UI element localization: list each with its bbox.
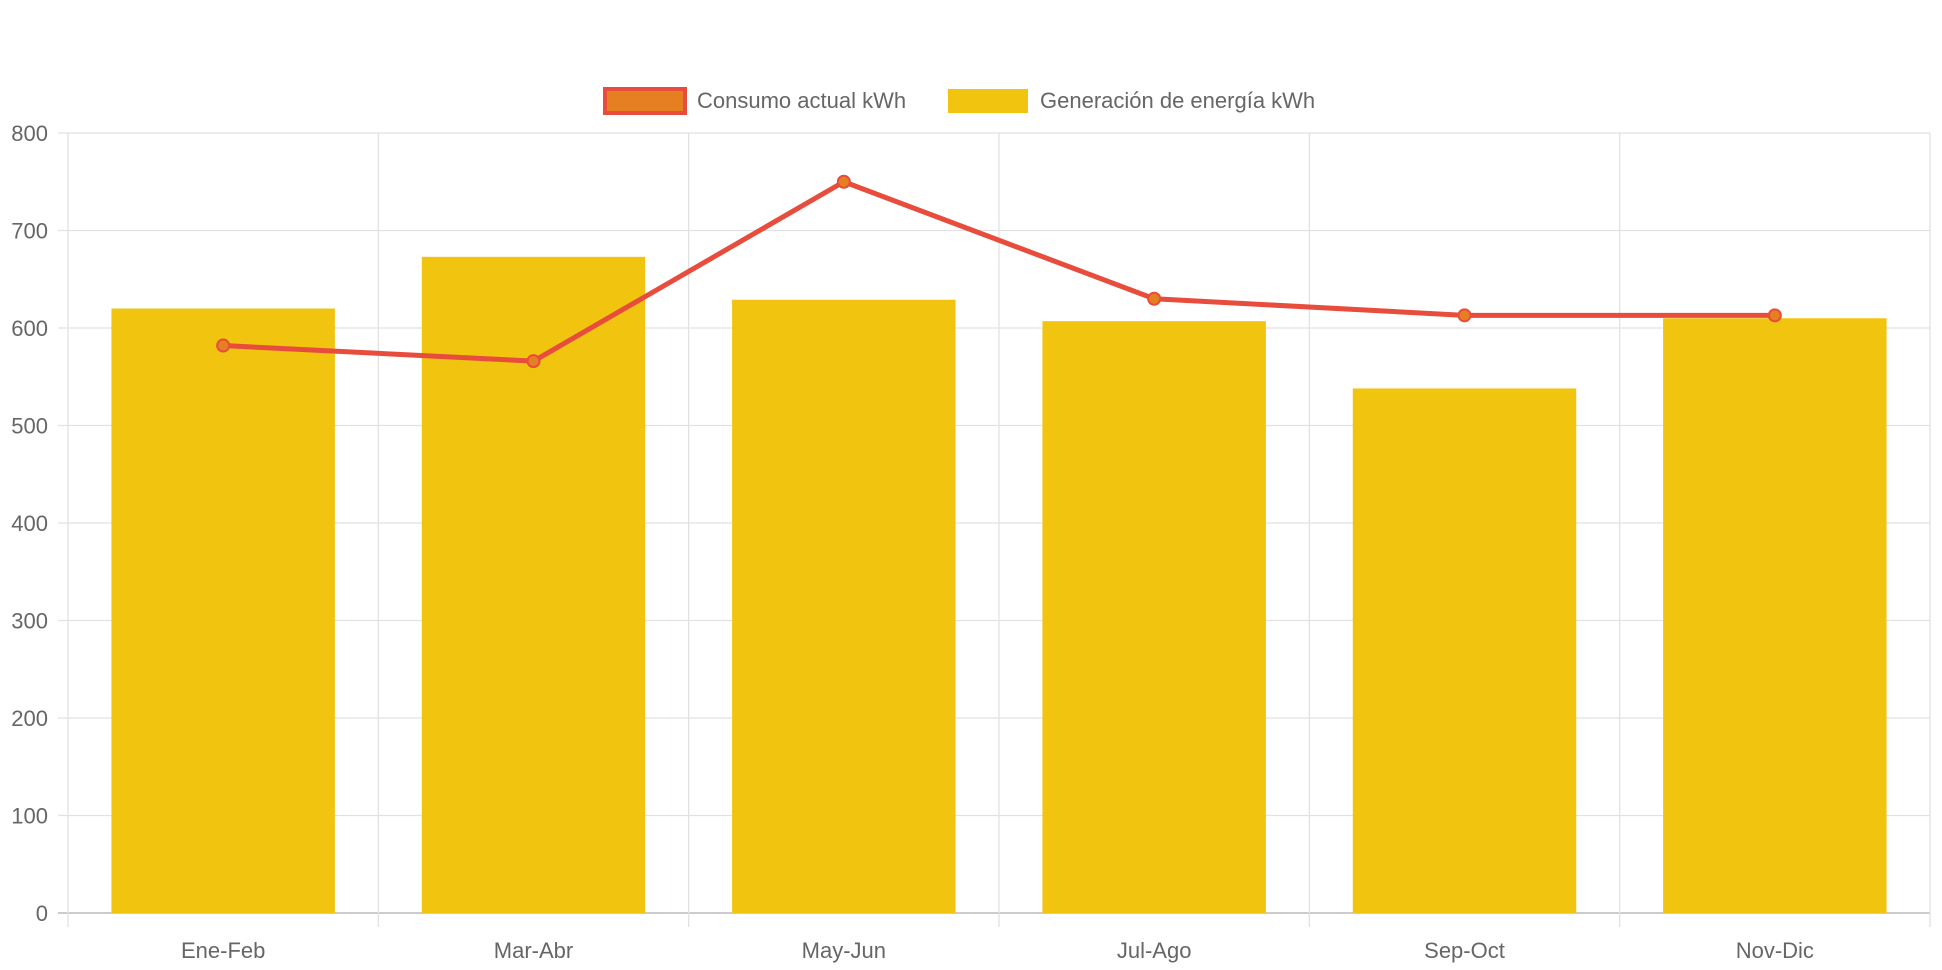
bars — [111, 256, 1887, 914]
bar-generacion — [111, 308, 335, 913]
x-axis: Ene-Feb Mar-Abr May-Jun Jul-Ago Sep-Oct Nov-D… — [181, 938, 1814, 963]
y-tick-label: 500 — [11, 414, 48, 439]
point-consumo — [1767, 308, 1782, 323]
legend-swatch-generacion — [948, 89, 1028, 113]
y-tick-label: 100 — [11, 804, 48, 829]
point-consumo — [1147, 291, 1162, 306]
y-tick-label: 300 — [11, 609, 48, 634]
y-axis: 0 100 200 300 400 500 600 700 800 — [11, 121, 48, 926]
line-consumo — [223, 179, 1775, 364]
x-tick-label: Nov-Dic — [1736, 938, 1814, 963]
line-series — [216, 174, 1782, 369]
x-tick-label: May-Jun — [802, 938, 886, 963]
y-tick-label: 700 — [11, 219, 48, 244]
point-consumo — [836, 174, 851, 189]
y-tick-label: 800 — [11, 121, 48, 146]
point-consumo — [526, 354, 541, 369]
x-tick-label: Sep-Oct — [1424, 938, 1505, 963]
bar-generacion — [1663, 318, 1887, 913]
legend-item-consumo[interactable]: Consumo actual kWh — [603, 87, 906, 115]
bar-generacion — [1042, 321, 1266, 913]
bar-generacion — [732, 299, 956, 914]
grid — [58, 132, 1931, 927]
legend-item-generacion[interactable]: Generación de energía kWh — [948, 88, 1315, 113]
bar-generacion — [1352, 388, 1577, 913]
x-tick-label: Jul-Ago — [1117, 938, 1192, 963]
legend-label-consumo: Consumo actual kWh — [697, 88, 906, 113]
point-consumo — [1457, 308, 1472, 323]
legend-swatch-consumo — [603, 87, 687, 115]
y-tick-label: 0 — [36, 901, 48, 926]
x-tick-label: Ene-Feb — [181, 938, 265, 963]
y-tick-label: 400 — [11, 511, 48, 536]
legend: Consumo actual kWh Generación de energía… — [603, 87, 1315, 115]
y-tick-label: 200 — [11, 706, 48, 731]
legend-label-generacion: Generación de energía kWh — [1040, 88, 1315, 113]
x-tick-label: Mar-Abr — [494, 938, 573, 963]
y-tick-label: 600 — [11, 316, 48, 341]
point-consumo — [216, 338, 231, 353]
